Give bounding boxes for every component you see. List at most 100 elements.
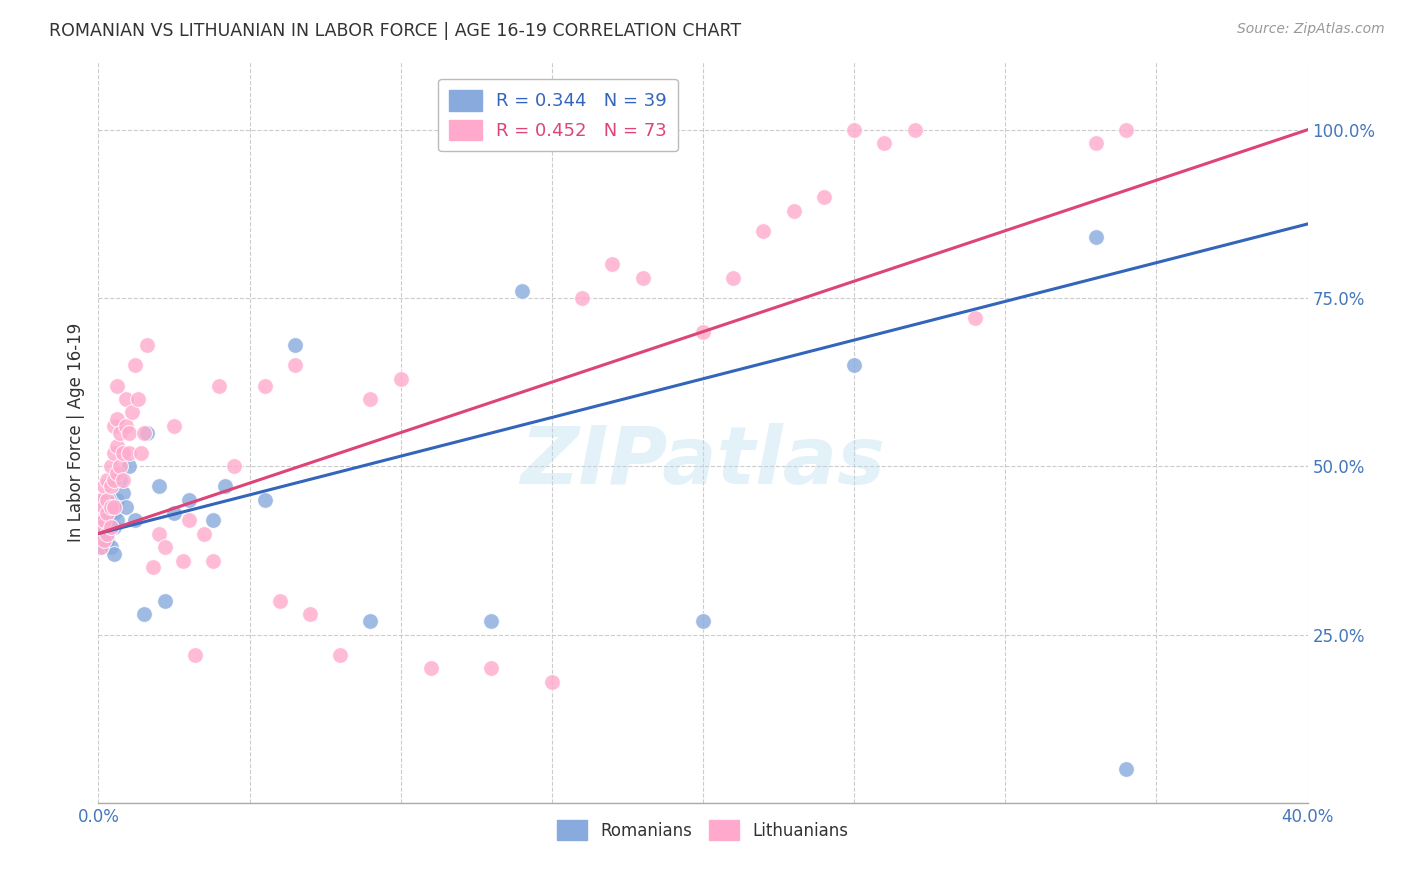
Point <box>269 594 291 608</box>
Point <box>193 526 215 541</box>
Point <box>93 513 115 527</box>
Point <box>90 526 112 541</box>
Point <box>105 439 128 453</box>
Point <box>114 392 136 406</box>
Point <box>329 648 352 662</box>
Point <box>111 446 134 460</box>
Point <box>540 674 562 689</box>
Point <box>96 526 118 541</box>
Point <box>299 607 322 622</box>
Point <box>360 614 382 628</box>
Point <box>179 513 201 527</box>
Point <box>873 136 896 151</box>
Point <box>752 224 775 238</box>
Point <box>127 392 149 406</box>
Point <box>510 285 533 299</box>
Point <box>692 614 714 628</box>
Point <box>100 459 122 474</box>
Point <box>90 540 112 554</box>
Point <box>135 425 157 440</box>
Point <box>103 473 125 487</box>
Point <box>100 540 122 554</box>
Point <box>111 473 134 487</box>
Point <box>111 486 134 500</box>
Point <box>103 547 125 561</box>
Point <box>202 513 225 527</box>
Point <box>96 500 118 514</box>
Point <box>184 648 207 662</box>
Point <box>420 661 443 675</box>
Point <box>224 459 246 474</box>
Point <box>103 418 125 433</box>
Point <box>93 479 115 493</box>
Point <box>1115 762 1137 776</box>
Point <box>90 513 112 527</box>
Point <box>965 311 987 326</box>
Point <box>844 122 866 136</box>
Point <box>360 392 382 406</box>
Point <box>96 507 118 521</box>
Point <box>253 378 276 392</box>
Point <box>93 507 115 521</box>
Point <box>179 492 201 507</box>
Point <box>132 607 155 622</box>
Point <box>93 533 115 548</box>
Point <box>121 405 143 419</box>
Point <box>135 338 157 352</box>
Point <box>284 359 307 373</box>
Point <box>100 500 122 514</box>
Y-axis label: In Labor Force | Age 16-19: In Labor Force | Age 16-19 <box>67 323 86 542</box>
Point <box>105 513 128 527</box>
Point <box>163 507 186 521</box>
Point <box>153 540 176 554</box>
Point <box>118 459 141 474</box>
Point <box>96 513 118 527</box>
Point <box>148 526 170 541</box>
Point <box>124 513 146 527</box>
Point <box>96 473 118 487</box>
Point <box>114 500 136 514</box>
Point <box>1085 136 1108 151</box>
Point <box>1115 122 1137 136</box>
Point <box>571 291 593 305</box>
Point <box>93 492 115 507</box>
Point <box>631 270 654 285</box>
Point <box>481 661 503 675</box>
Point <box>93 500 115 514</box>
Point <box>389 372 412 386</box>
Point <box>284 338 307 352</box>
Point <box>100 500 122 514</box>
Point <box>90 513 112 527</box>
Point <box>90 492 112 507</box>
Point <box>103 520 125 534</box>
Point <box>108 473 131 487</box>
Point <box>90 540 112 554</box>
Point <box>103 500 125 514</box>
Point <box>153 594 176 608</box>
Point <box>148 479 170 493</box>
Point <box>904 122 927 136</box>
Text: ROMANIAN VS LITHUANIAN IN LABOR FORCE | AGE 16-19 CORRELATION CHART: ROMANIAN VS LITHUANIAN IN LABOR FORCE | … <box>49 22 741 40</box>
Point <box>96 492 118 507</box>
Point <box>105 492 128 507</box>
Point <box>105 378 128 392</box>
Point <box>105 466 128 480</box>
Point <box>253 492 276 507</box>
Point <box>103 507 125 521</box>
Text: ZIPatlas: ZIPatlas <box>520 423 886 501</box>
Point <box>844 359 866 373</box>
Point <box>214 479 236 493</box>
Point <box>100 520 122 534</box>
Point <box>132 425 155 440</box>
Point <box>481 614 503 628</box>
Point <box>163 418 186 433</box>
Point <box>105 412 128 426</box>
Point <box>93 520 115 534</box>
Point <box>1085 230 1108 244</box>
Point <box>813 190 835 204</box>
Point <box>692 325 714 339</box>
Point <box>108 459 131 474</box>
Point <box>142 560 165 574</box>
Point <box>90 520 112 534</box>
Point <box>114 418 136 433</box>
